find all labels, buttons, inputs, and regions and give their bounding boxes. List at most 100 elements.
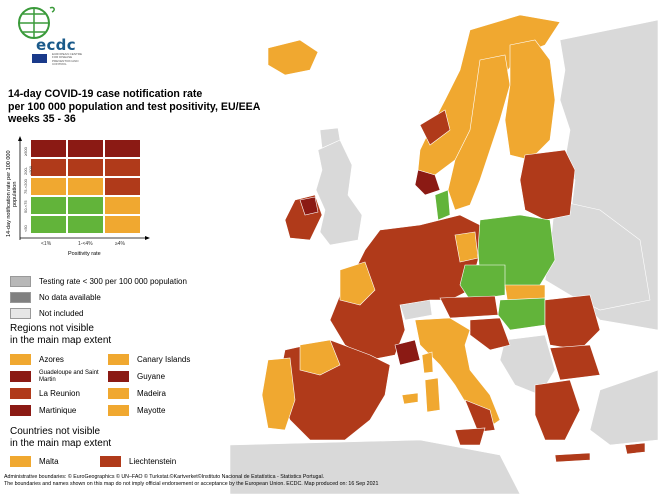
title-line-1: 14-day COVID-19 case notification rate <box>8 88 203 100</box>
spain-north-region <box>299 339 341 376</box>
footer-line-1: Administrative boundaries: © EuroGeograp… <box>4 474 325 480</box>
hungary-region <box>497 297 546 331</box>
matrix-x-tick: <1% <box>41 241 52 247</box>
countries-title-line-2: in the main map extent <box>10 438 112 449</box>
matrix-cell <box>104 139 141 158</box>
legend-not-included-label: Not included <box>39 309 84 318</box>
sardinia-region <box>424 377 441 413</box>
matrix-cell <box>67 158 104 177</box>
country-swatch <box>10 456 31 467</box>
region-swatch <box>108 405 129 416</box>
countries-title-line-1: Countries not visible <box>10 426 101 437</box>
cyprus-region <box>624 442 646 455</box>
greece-region <box>534 379 581 441</box>
norway-south-region <box>414 169 441 196</box>
legend-testing-rate: Testing rate < 300 per 100 000 populatio… <box>10 276 187 287</box>
region-label: Madeira <box>137 388 166 398</box>
matrix-cell <box>67 177 104 196</box>
eu-flag-icon <box>32 54 47 63</box>
croatia-region <box>469 317 511 351</box>
matrix-y-tick: ≥500 <box>23 147 28 156</box>
bulgaria-region <box>549 344 601 381</box>
matrix-x-axis-label: Positivity rate <box>68 251 101 257</box>
region-legend-item: Mayotte <box>108 405 165 416</box>
sicily-region <box>454 427 486 446</box>
france-west-region <box>339 261 376 306</box>
region-legend-item: Guadeloupe and Saint Martin <box>10 369 101 383</box>
region-swatch <box>108 371 129 382</box>
legend-no-data-label: No data available <box>39 293 101 302</box>
matrix-cell <box>104 158 141 177</box>
legend-no-data: No data available <box>10 292 101 303</box>
title-line-2: per 100 000 population and test positivi… <box>8 100 261 113</box>
country-swatch <box>100 456 121 467</box>
legend-testing-rate-swatch <box>10 276 31 287</box>
region-legend-item: La Reunion <box>10 388 80 399</box>
legend-testing-rate-label: Testing rate < 300 per 100 000 populatio… <box>39 277 187 286</box>
crete-region <box>554 452 591 463</box>
color-matrix-legend: 14-day notification rate per 100 000 pop… <box>6 134 168 274</box>
region-legend-item: Azores <box>10 354 64 365</box>
matrix-y-tick: 200-<500 <box>23 165 33 175</box>
region-label: Guyane <box>137 371 166 381</box>
footer-line-2: The boundaries and names shown on this m… <box>4 481 379 487</box>
country-legend-item: Liechtenstein <box>100 456 176 467</box>
region-legend-item: Martinique <box>10 405 76 416</box>
region-swatch <box>10 354 31 365</box>
denmark-region <box>434 189 451 221</box>
baltics-region <box>519 149 576 221</box>
ireland-northwest-region <box>299 196 319 216</box>
matrix-cell <box>30 158 67 177</box>
region-label: Azores <box>39 354 64 364</box>
region-label: Martinique <box>39 405 77 415</box>
region-label: Canary Islands <box>137 354 191 364</box>
balearic-region <box>401 392 419 405</box>
matrix-cell <box>30 215 67 234</box>
iceland-region <box>267 39 319 76</box>
region-legend-item: Guyane <box>108 371 165 382</box>
italy-region <box>414 317 501 431</box>
regions-section-title: Regions not visible in the main map exte… <box>10 323 111 347</box>
region-label: La Reunion <box>39 388 80 398</box>
legend-no-data-swatch <box>10 292 31 303</box>
matrix-x-tick: 1-<4% <box>78 241 93 247</box>
matrix-cell <box>67 196 104 215</box>
region-swatch <box>10 388 31 399</box>
title-line-3: weeks 35 - 36 <box>8 113 76 126</box>
x-axis-arrow-icon <box>20 236 150 240</box>
map-footer: Administrative boundaries: © EuroGeograp… <box>4 474 654 488</box>
austria-region <box>439 295 499 319</box>
matrix-cell <box>67 139 104 158</box>
non-eu-landmass <box>229 19 658 494</box>
matrix-y-tick: 75-<200 <box>23 179 28 194</box>
region-label: Guadeloupe and Saint Martin <box>39 369 99 383</box>
map-title: 14-day COVID-19 case notification rate p… <box>8 88 278 126</box>
matrix-cell <box>104 196 141 215</box>
ecdc-logo: ecdc EUROPEAN CENTRE FOR DISEASE PREVENT… <box>10 4 82 66</box>
matrix-cell <box>104 177 141 196</box>
regions-title-line-1: Regions not visible <box>10 323 94 334</box>
countries-section-title: Countries not visible in the main map ex… <box>10 426 111 450</box>
matrix-y-tick: <50 <box>23 225 28 232</box>
matrix-cell <box>30 139 67 158</box>
matrix-y-tick: 50-<75 <box>23 200 28 213</box>
portugal-region <box>261 357 296 431</box>
region-label: Mayotte <box>137 405 166 415</box>
czechia-region <box>459 264 506 301</box>
legend-not-included-swatch <box>10 308 31 319</box>
matrix-cell <box>104 215 141 234</box>
country-label: Liechtenstein <box>129 456 177 466</box>
finland-region <box>504 39 556 161</box>
country-legend-item: Malta <box>10 456 59 467</box>
region-legend-item: Canary Islands <box>108 354 190 365</box>
globe-icon <box>18 6 55 39</box>
legend-not-included: Not included <box>10 308 83 319</box>
italy-south-region <box>464 399 496 433</box>
logo-subtitle: EUROPEAN CENTRE FOR DISEASE PREVENTION A… <box>52 52 83 67</box>
region-legend-item: Madeira <box>108 388 166 399</box>
y-axis-arrow-icon <box>18 136 22 240</box>
regions-title-line-2: in the main map extent <box>10 335 112 346</box>
corsica-region <box>421 351 434 374</box>
region-swatch <box>10 405 31 416</box>
matrix-x-tick: ≥4% <box>115 241 125 247</box>
